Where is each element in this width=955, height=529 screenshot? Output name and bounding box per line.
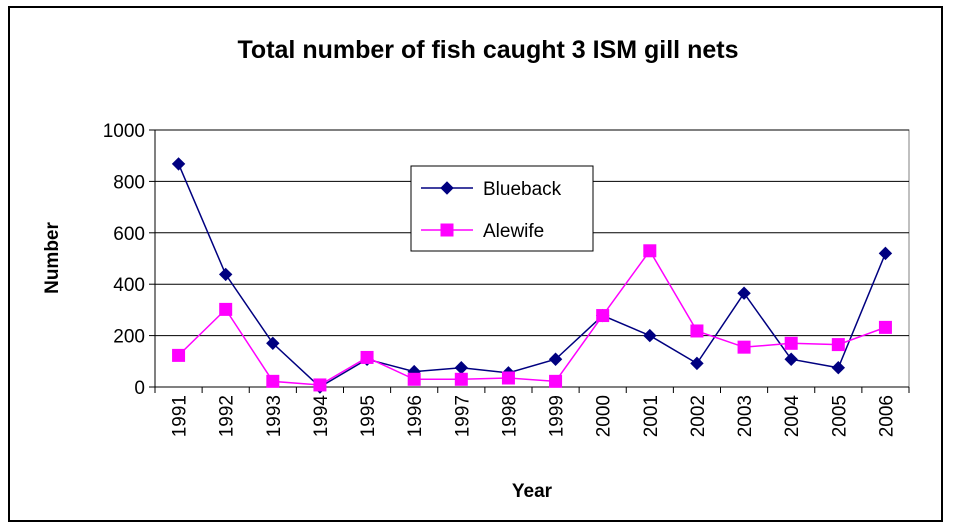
- data-point: [266, 374, 280, 388]
- y-tick-label: 0: [134, 378, 145, 399]
- data-point: [643, 244, 657, 258]
- data-point: [878, 320, 892, 334]
- y-tick-label: 400: [113, 275, 145, 296]
- data-point: [737, 340, 751, 354]
- y-tick-label: 200: [113, 327, 145, 348]
- legend-marker: [440, 223, 454, 237]
- y-tick-label: 800: [113, 172, 145, 193]
- data-point: [548, 352, 563, 366]
- x-tick-label: 1997: [452, 395, 473, 437]
- data-point: [878, 246, 893, 261]
- series-group: [171, 157, 893, 394]
- x-tick-label: 1998: [499, 395, 520, 437]
- x-tick-label: 2002: [688, 395, 709, 437]
- x-axis-title: Year: [512, 481, 553, 502]
- data-point: [690, 356, 704, 371]
- x-axis-ticks: 1991 1992 1993 1994 1995 1996 1997 1998 1999 2000…: [154, 387, 910, 438]
- legend-label: Alewife: [483, 221, 544, 242]
- data-point: [218, 267, 233, 282]
- x-tick-label: 1994: [311, 395, 332, 438]
- data-point: [266, 336, 280, 351]
- data-point: [596, 309, 610, 323]
- legend-item: Blueback: [421, 179, 562, 200]
- series-line: [177, 163, 887, 388]
- legend-label: Blueback: [483, 179, 562, 200]
- data-point: [737, 286, 751, 300]
- data-point: [407, 372, 421, 386]
- x-tick-label: 2004: [782, 395, 803, 438]
- data-point: [360, 350, 374, 364]
- data-point: [690, 324, 704, 338]
- x-tick-label: 1996: [405, 395, 426, 437]
- x-tick-label: 1991: [170, 395, 191, 437]
- x-tick-label: 2006: [876, 395, 897, 437]
- data-point: [501, 371, 515, 385]
- data-point: [549, 374, 563, 388]
- data-point: [784, 336, 798, 350]
- legend-item: Alewife: [421, 221, 544, 242]
- x-tick-label: 2005: [829, 395, 850, 437]
- series-line: [178, 249, 886, 386]
- y-tick-label: 1000: [103, 121, 145, 142]
- data-point: [784, 352, 798, 366]
- data-point: [171, 157, 186, 171]
- chart-title: Total number of fish caught 3 ISM gill n…: [238, 36, 739, 64]
- x-tick-label: 1993: [264, 395, 285, 437]
- x-tick-label: 2003: [735, 395, 756, 437]
- x-tick-label: 2000: [594, 395, 615, 437]
- y-axis-ticks: 0 200 400 600 800 1000: [103, 121, 155, 399]
- data-point: [831, 361, 846, 375]
- x-tick-label: 1999: [547, 395, 568, 437]
- x-tick-label: 2001: [641, 395, 662, 437]
- y-tick-label: 600: [113, 224, 145, 245]
- data-point: [831, 338, 845, 352]
- series-alewife: [172, 244, 892, 392]
- data-point: [172, 348, 186, 362]
- legend-box: [410, 165, 594, 252]
- data-point: [219, 302, 233, 316]
- data-point: [643, 328, 657, 343]
- y-axis-title: Number: [42, 222, 63, 294]
- x-tick-label: 1992: [217, 395, 238, 437]
- data-point: [313, 378, 327, 392]
- x-tick-label: 1995: [358, 395, 379, 437]
- data-point: [454, 372, 468, 386]
- legend-marker: [440, 181, 454, 195]
- legend: Blueback Alewife: [410, 165, 594, 252]
